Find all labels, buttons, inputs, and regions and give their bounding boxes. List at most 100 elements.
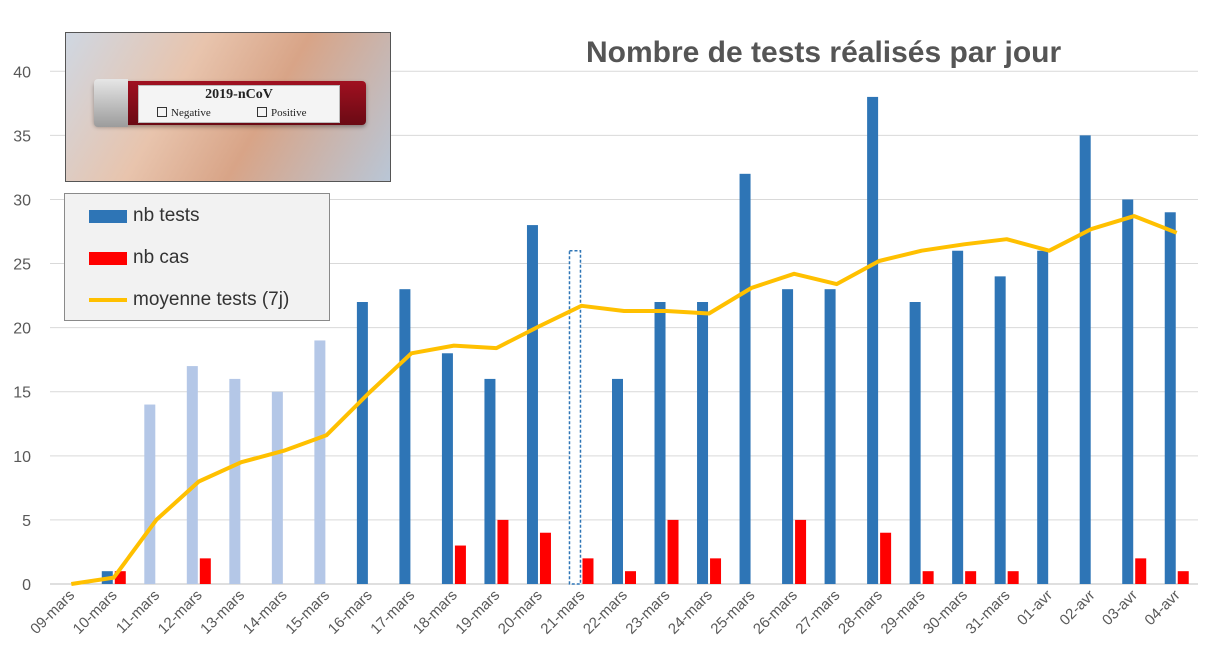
y-tick-label: 25 bbox=[13, 257, 31, 274]
bar-nb-tests bbox=[867, 96, 879, 584]
bar-nb-cas bbox=[710, 558, 722, 584]
bars bbox=[101, 96, 1189, 585]
legend-item-nb-cas: nb cas bbox=[89, 246, 189, 270]
x-tick-label: 22-mars bbox=[580, 587, 631, 638]
y-tick-label: 15 bbox=[13, 385, 31, 402]
bar-nb-tests bbox=[568, 249, 582, 585]
bar-nb-tests bbox=[994, 276, 1006, 584]
bar-nb-tests bbox=[1079, 135, 1091, 584]
y-tick-label: 20 bbox=[13, 321, 31, 338]
bar-nb-cas bbox=[922, 571, 934, 584]
bar-nb-tests bbox=[697, 302, 709, 584]
x-tick-label: 16-mars bbox=[325, 587, 376, 638]
legend-item-moyenne: moyenne tests (7j) bbox=[89, 288, 289, 312]
checkbox-icon bbox=[257, 107, 267, 117]
y-tick-label: 0 bbox=[22, 577, 31, 594]
x-tick-label: 19-mars bbox=[452, 587, 503, 638]
x-tick-label: 04-avr bbox=[1141, 587, 1183, 629]
x-tick-label: 29-mars bbox=[878, 587, 929, 638]
y-tick-label: 10 bbox=[13, 449, 31, 466]
bar-nb-cas bbox=[795, 519, 807, 584]
legend-item-nb-tests: nb tests bbox=[89, 204, 200, 228]
bar-nb-tests bbox=[186, 366, 198, 584]
y-tick-label: 40 bbox=[13, 64, 31, 81]
legend-label-moyenne: moyenne tests (7j) bbox=[133, 289, 290, 310]
x-tick-label: 10-mars bbox=[70, 587, 121, 638]
negative-option: Negative bbox=[157, 107, 211, 119]
legend: nb tests nb cas moyenne tests (7j) bbox=[64, 193, 330, 321]
x-tick-label: 24-mars bbox=[665, 587, 716, 638]
y-axis-ticks: 0 5 10 15 20 25 30 35 40 bbox=[13, 64, 31, 594]
tube-cap bbox=[94, 79, 128, 127]
x-tick-label: 20-mars bbox=[495, 587, 546, 638]
x-tick-label: 25-mars bbox=[707, 587, 758, 638]
y-tick-label: 30 bbox=[13, 192, 31, 209]
bar-nb-tests bbox=[952, 250, 964, 584]
chart-title: Nombre de tests réalisés par jour bbox=[586, 36, 1062, 69]
bar-nb-cas bbox=[114, 571, 126, 584]
bar-nb-tests bbox=[1164, 212, 1176, 585]
bar-nb-cas bbox=[199, 558, 211, 584]
legend-label-nb-tests: nb tests bbox=[133, 205, 200, 226]
x-tick-label: 11-mars bbox=[113, 587, 163, 637]
test-tube: 2019-nCoV Negative Positive bbox=[94, 79, 366, 127]
bar-nb-cas bbox=[625, 571, 636, 584]
x-tick-label: 14-mars bbox=[240, 587, 291, 638]
bar-nb-tests bbox=[612, 378, 623, 584]
x-tick-label: 15-mars bbox=[282, 587, 333, 638]
x-tick-label: 27-mars bbox=[792, 587, 843, 638]
x-tick-label: 21-mars bbox=[537, 587, 588, 638]
bar-nb-cas bbox=[454, 545, 466, 584]
legend-label-nb-cas: nb cas bbox=[133, 247, 189, 268]
x-tick-label: 30-mars bbox=[920, 587, 971, 638]
bar-nb-tests bbox=[144, 404, 156, 584]
bar-nb-tests bbox=[1122, 199, 1134, 585]
x-tick-label: 01-avr bbox=[1014, 587, 1056, 629]
line-moyenne-tests bbox=[71, 214, 1178, 586]
bar-nb-cas bbox=[667, 519, 679, 584]
bar-nb-cas bbox=[880, 532, 892, 584]
x-tick-label: 09-mars bbox=[27, 587, 78, 638]
x-tick-label: 31-mars bbox=[963, 587, 1014, 638]
bar-nb-tests bbox=[356, 302, 368, 584]
covid-test-tube-photo: 2019-nCoV Negative Positive bbox=[65, 32, 391, 182]
bar-nb-tests bbox=[484, 378, 496, 584]
bar-nb-tests bbox=[314, 340, 326, 584]
bar-nb-tests bbox=[654, 302, 666, 584]
legend-swatch-nb-tests bbox=[89, 209, 127, 223]
bar-nb-tests bbox=[824, 289, 836, 584]
y-tick-label: 5 bbox=[22, 513, 31, 530]
bar-nb-cas bbox=[582, 558, 594, 584]
x-tick-label: 18-mars bbox=[410, 587, 461, 638]
legend-swatch-nb-cas bbox=[89, 251, 127, 265]
bar-nb-cas bbox=[539, 532, 551, 584]
positive-option: Positive bbox=[257, 107, 306, 119]
checkbox-icon bbox=[157, 107, 167, 117]
x-tick-label: 23-mars bbox=[622, 587, 673, 638]
bar-nb-cas bbox=[1135, 558, 1147, 584]
bar-nb-tests bbox=[441, 353, 453, 584]
tube-label: 2019-nCoV Negative Positive bbox=[138, 85, 340, 123]
bar-nb-cas bbox=[965, 571, 977, 584]
bar-nb-tests bbox=[271, 391, 283, 584]
x-tick-label: 12-mars bbox=[155, 587, 206, 638]
negative-label: Negative bbox=[171, 107, 211, 119]
x-axis-ticks: 09-mars10-mars11-mars12-mars13-mars14-ma… bbox=[27, 587, 1183, 638]
bar-nb-tests bbox=[229, 378, 241, 584]
tube-label-title: 2019-nCoV bbox=[205, 87, 273, 102]
x-tick-label: 03-avr bbox=[1099, 587, 1141, 629]
bar-nb-tests bbox=[782, 289, 794, 584]
bar-nb-tests bbox=[909, 302, 921, 584]
x-tick-label: 13-mars bbox=[197, 587, 248, 638]
x-tick-label: 17-mars bbox=[367, 587, 418, 638]
bar-nb-cas bbox=[1177, 571, 1189, 584]
x-tick-label: 26-mars bbox=[750, 587, 801, 638]
bar-nb-tests bbox=[399, 289, 411, 584]
bar-nb-tests bbox=[526, 225, 538, 584]
x-tick-label: 28-mars bbox=[835, 587, 886, 638]
y-tick-label: 35 bbox=[13, 128, 31, 145]
x-tick-label: 02-avr bbox=[1056, 587, 1098, 629]
bar-nb-tests bbox=[739, 173, 751, 584]
legend-swatch-moyenne bbox=[89, 298, 127, 302]
